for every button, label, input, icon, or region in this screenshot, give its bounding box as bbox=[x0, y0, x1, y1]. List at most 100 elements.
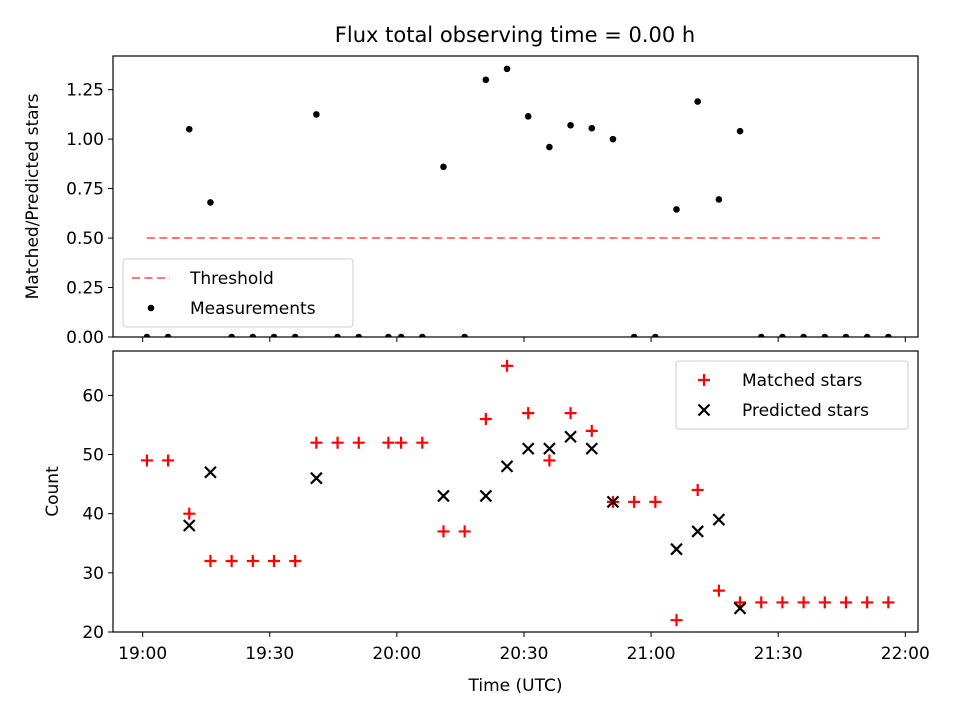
y-tick-label: 30 bbox=[82, 564, 104, 584]
legend-plus-swatch bbox=[698, 374, 710, 386]
data-point bbox=[882, 596, 895, 609]
data-point bbox=[670, 614, 683, 627]
data-point bbox=[440, 163, 447, 171]
data-point bbox=[585, 442, 599, 455]
legend-box bbox=[675, 360, 909, 430]
axes-frame bbox=[112, 350, 919, 633]
data-point bbox=[691, 484, 704, 497]
data-point bbox=[162, 454, 175, 467]
data-point bbox=[331, 436, 344, 449]
data-point bbox=[609, 135, 617, 143]
legend: Matched stars Predicted stars bbox=[675, 360, 909, 430]
chart-title: Flux total observing time = 0.00 h bbox=[335, 23, 695, 47]
data-point bbox=[670, 542, 683, 556]
data-point bbox=[249, 333, 257, 337]
x-tick-label: 22:00 bbox=[881, 644, 930, 664]
data-point bbox=[715, 196, 723, 203]
data-point bbox=[503, 65, 511, 73]
data-point bbox=[418, 333, 426, 337]
data-point bbox=[204, 555, 217, 568]
data-point bbox=[385, 333, 392, 337]
data-point bbox=[800, 333, 807, 337]
data-point bbox=[437, 525, 450, 538]
legend-label: Matched stars bbox=[742, 371, 862, 391]
legend-cross-swatch bbox=[697, 403, 711, 417]
data-point bbox=[185, 125, 193, 133]
data-point bbox=[691, 525, 704, 538]
bottom-panel: 19:00 19:30 20:00 20:30 21:00 21:30 22:00 20 30 4… bbox=[43, 350, 930, 696]
data-point bbox=[652, 333, 659, 337]
data-point bbox=[564, 407, 577, 420]
data-point bbox=[482, 76, 490, 84]
data-point bbox=[291, 333, 299, 337]
data-point bbox=[289, 555, 302, 568]
data-point bbox=[736, 127, 744, 135]
data-point bbox=[225, 555, 238, 568]
x-tick-label: 19:30 bbox=[245, 644, 294, 664]
data-point bbox=[757, 333, 765, 337]
data-point bbox=[182, 519, 196, 532]
legend: Threshold Measurements bbox=[122, 258, 354, 328]
data-point bbox=[649, 495, 662, 508]
data-point bbox=[352, 436, 365, 449]
y-tick-label: 40 bbox=[82, 505, 104, 525]
data-point bbox=[268, 555, 280, 568]
data-point bbox=[310, 471, 323, 485]
x-tick-label: 20:00 bbox=[372, 644, 421, 664]
data-point bbox=[228, 333, 235, 337]
data-point bbox=[270, 333, 278, 337]
data-point bbox=[628, 495, 641, 508]
data-point bbox=[143, 333, 151, 337]
data-point bbox=[734, 596, 747, 609]
data-point bbox=[546, 143, 553, 151]
y-tick-label: 1.00 bbox=[66, 130, 104, 150]
plot-area bbox=[143, 65, 892, 337]
top-panel: 0.00 0.25 0.50 0.75 1.00 1.25 Matched/Predicte… bbox=[23, 55, 919, 348]
data-point bbox=[521, 442, 535, 455]
x-tick-label: 19:00 bbox=[118, 644, 167, 664]
data-point bbox=[479, 489, 493, 503]
data-point bbox=[712, 584, 725, 597]
y-tick-label: 0.25 bbox=[66, 279, 104, 299]
data-point bbox=[842, 333, 850, 337]
data-point bbox=[776, 596, 789, 609]
legend-dot-swatch bbox=[147, 304, 155, 312]
x-tick-label: 20:30 bbox=[499, 644, 548, 664]
y-tick-label: 50 bbox=[82, 446, 104, 466]
data-point bbox=[522, 407, 535, 420]
x-axis-label: Time (UTC) bbox=[468, 676, 563, 696]
data-point bbox=[395, 436, 408, 449]
data-point bbox=[397, 333, 405, 337]
data-point bbox=[524, 113, 532, 120]
data-point bbox=[585, 424, 598, 437]
data-point bbox=[382, 436, 395, 449]
y-tick-label: 0.75 bbox=[66, 180, 104, 200]
data-point bbox=[355, 333, 363, 337]
series-measurements bbox=[143, 65, 892, 337]
data-point bbox=[588, 124, 596, 132]
data-point bbox=[501, 359, 514, 372]
legend-box bbox=[122, 258, 354, 328]
data-point bbox=[437, 489, 450, 503]
data-point bbox=[204, 465, 217, 479]
y-tick-label: 1.25 bbox=[66, 81, 104, 101]
data-point bbox=[712, 513, 726, 526]
data-point bbox=[885, 333, 892, 337]
data-point bbox=[564, 430, 577, 444]
data-point bbox=[567, 121, 574, 129]
data-point bbox=[863, 333, 871, 337]
data-point bbox=[416, 436, 429, 449]
data-point bbox=[779, 333, 786, 337]
legend-label: Threshold bbox=[189, 269, 274, 289]
y-tick-label: 20 bbox=[82, 623, 104, 643]
legend-label: Measurements bbox=[190, 299, 316, 319]
data-point bbox=[673, 206, 680, 213]
series-matched-stars bbox=[140, 359, 895, 627]
y-axis-label: Count bbox=[43, 466, 63, 517]
data-point bbox=[479, 413, 492, 426]
x-tick-label: 21:30 bbox=[754, 644, 803, 664]
data-point bbox=[140, 454, 153, 467]
y-tick-label: 0.50 bbox=[66, 229, 104, 249]
data-point bbox=[543, 442, 556, 455]
